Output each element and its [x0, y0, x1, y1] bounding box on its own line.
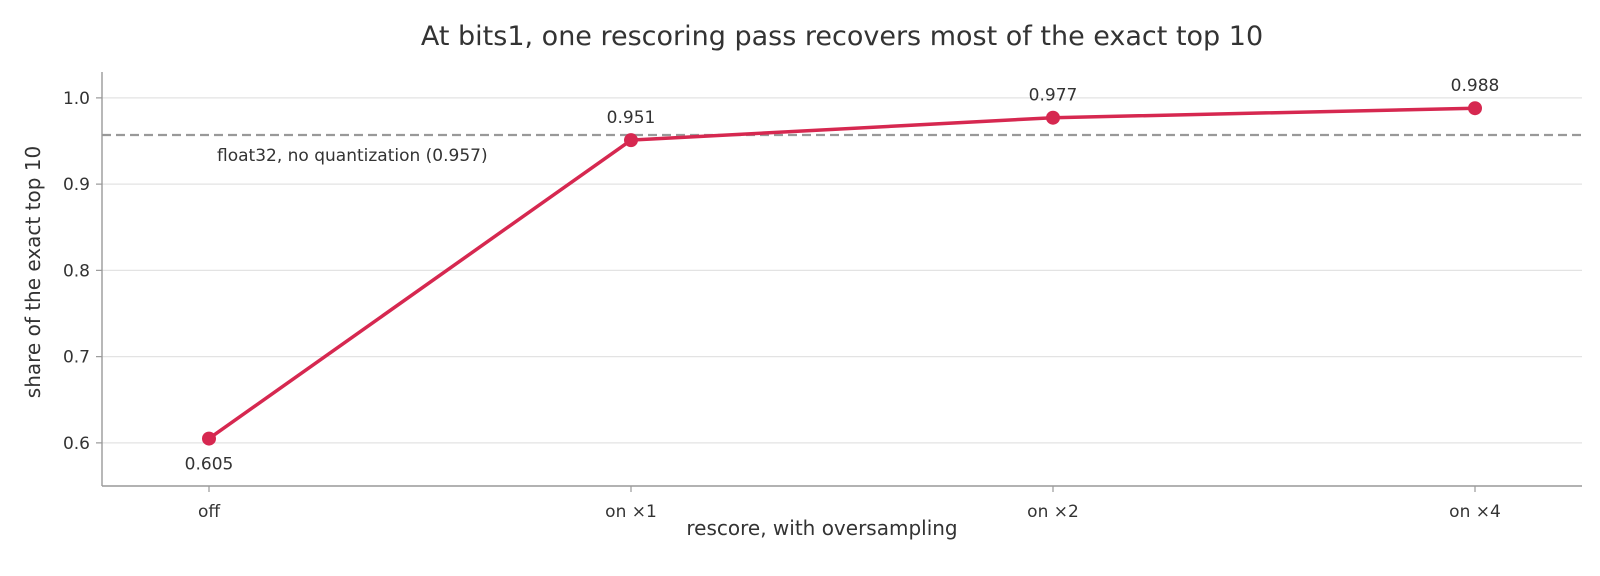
grid-lines — [102, 97, 1582, 444]
reference-line-label: float32, no quantization (0.957) — [217, 146, 488, 166]
series-line — [207, 106, 1476, 440]
y-axis-label: share of the exact top 10 — [21, 146, 45, 398]
data-label: 0.605 — [185, 455, 234, 475]
x-ticks: off on ×1 on ×2 on ×4 — [198, 486, 1501, 522]
series-group — [202, 101, 1482, 446]
y-tick-label: 0.6 — [63, 434, 90, 454]
data-label: 0.977 — [1029, 86, 1078, 106]
x-axis-label: rescore, with oversampling — [686, 516, 957, 540]
y-tick-label: 0.9 — [63, 175, 90, 195]
data-point — [1046, 110, 1060, 125]
data-point — [624, 133, 638, 148]
y-tick-label: 0.8 — [63, 261, 90, 281]
data-point — [202, 431, 216, 446]
y-tick-label: 0.7 — [63, 348, 90, 368]
y-tick-label: 1.0 — [63, 89, 90, 109]
x-tick-label: on ×4 — [1449, 502, 1501, 522]
x-tick-label: on ×2 — [1027, 502, 1079, 522]
axes — [101, 72, 1582, 487]
reference-line-group: float32, no quantization (0.957) — [102, 133, 1582, 166]
x-tick-label: off — [198, 502, 221, 522]
y-ticks: 0.6 0.7 0.8 0.9 1.0 — [63, 89, 102, 454]
data-labels: 0.605 0.951 0.977 0.988 — [185, 76, 1500, 474]
data-point — [1468, 101, 1482, 116]
data-label: 0.951 — [607, 108, 656, 128]
chart-title: At bits1, one rescoring pass recovers mo… — [421, 21, 1263, 52]
x-tick-label: on ×1 — [605, 502, 657, 522]
data-label: 0.988 — [1451, 76, 1500, 96]
